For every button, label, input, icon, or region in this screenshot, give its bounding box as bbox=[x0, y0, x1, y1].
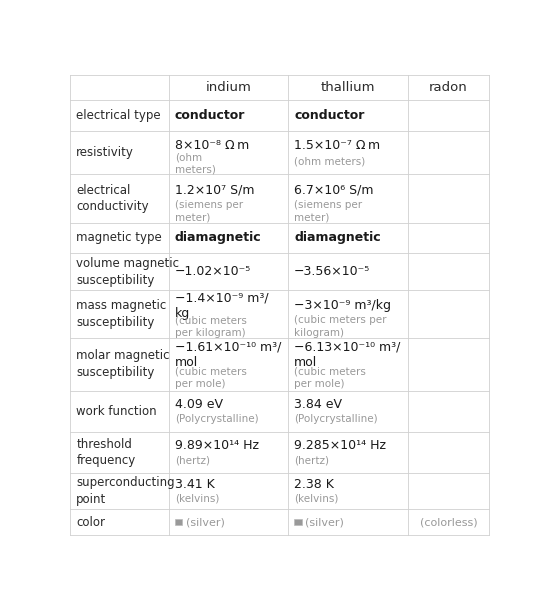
Text: molar magnetic
susceptibility: molar magnetic susceptibility bbox=[76, 349, 170, 379]
Text: (silver): (silver) bbox=[186, 517, 224, 527]
Text: indium: indium bbox=[206, 81, 252, 94]
Text: thallium: thallium bbox=[321, 81, 375, 94]
Text: 9.89×10¹⁴ Hz: 9.89×10¹⁴ Hz bbox=[175, 439, 259, 452]
Text: electrical type: electrical type bbox=[76, 109, 161, 122]
Text: (hertz): (hertz) bbox=[294, 455, 329, 466]
Text: resistivity: resistivity bbox=[76, 146, 134, 159]
Text: 4.09 eV: 4.09 eV bbox=[175, 397, 223, 411]
Text: 6.7×10⁶ S/m: 6.7×10⁶ S/m bbox=[294, 184, 373, 197]
Text: 8×10⁻⁸ Ω m: 8×10⁻⁸ Ω m bbox=[175, 138, 249, 152]
Text: (Polycrystalline): (Polycrystalline) bbox=[175, 414, 258, 425]
Text: diamagnetic: diamagnetic bbox=[294, 231, 381, 245]
Text: (kelvins): (kelvins) bbox=[294, 493, 339, 503]
Text: (cubic meters per
kilogram): (cubic meters per kilogram) bbox=[294, 315, 387, 338]
Text: 1.5×10⁻⁷ Ω m: 1.5×10⁻⁷ Ω m bbox=[294, 138, 380, 152]
Text: (siemens per
meter): (siemens per meter) bbox=[175, 200, 243, 222]
Text: (silver): (silver) bbox=[305, 517, 344, 527]
Text: threshold
frequency: threshold frequency bbox=[76, 437, 135, 467]
Text: −3.56×10⁻⁵: −3.56×10⁻⁵ bbox=[294, 265, 370, 278]
Text: −1.4×10⁻⁹ m³/
kg: −1.4×10⁻⁹ m³/ kg bbox=[175, 292, 269, 320]
Text: (hertz): (hertz) bbox=[175, 455, 210, 466]
Text: 2.38 K: 2.38 K bbox=[294, 478, 334, 491]
Text: (siemens per
meter): (siemens per meter) bbox=[294, 200, 362, 222]
Text: (cubic meters
per mole): (cubic meters per mole) bbox=[175, 367, 247, 389]
Text: (ohm
meters): (ohm meters) bbox=[175, 152, 216, 175]
Bar bbox=[175, 519, 182, 525]
Text: −1.61×10⁻¹⁰ m³/
mol: −1.61×10⁻¹⁰ m³/ mol bbox=[175, 341, 281, 370]
Text: 3.41 K: 3.41 K bbox=[175, 478, 215, 491]
Text: color: color bbox=[76, 516, 105, 528]
Text: 3.84 eV: 3.84 eV bbox=[294, 397, 342, 411]
Text: 9.285×10¹⁴ Hz: 9.285×10¹⁴ Hz bbox=[294, 439, 386, 452]
Text: (ohm meters): (ohm meters) bbox=[294, 156, 365, 166]
Text: radon: radon bbox=[429, 81, 468, 94]
Text: −3×10⁻⁹ m³/kg: −3×10⁻⁹ m³/kg bbox=[294, 300, 391, 312]
Text: magnetic type: magnetic type bbox=[76, 231, 162, 245]
Text: −1.02×10⁻⁵: −1.02×10⁻⁵ bbox=[175, 265, 251, 278]
Text: volume magnetic
susceptibility: volume magnetic susceptibility bbox=[76, 257, 179, 286]
Text: 1.2×10⁷ S/m: 1.2×10⁷ S/m bbox=[175, 184, 254, 197]
Text: (Polycrystalline): (Polycrystalline) bbox=[294, 414, 378, 425]
Text: work function: work function bbox=[76, 405, 157, 417]
Text: (kelvins): (kelvins) bbox=[175, 493, 219, 503]
Text: superconducting
point: superconducting point bbox=[76, 476, 175, 506]
Text: (cubic meters
per kilogram): (cubic meters per kilogram) bbox=[175, 315, 247, 338]
Text: electrical
conductivity: electrical conductivity bbox=[76, 184, 149, 213]
Text: conductor: conductor bbox=[175, 109, 245, 122]
Bar bbox=[294, 519, 302, 525]
Text: mass magnetic
susceptibility: mass magnetic susceptibility bbox=[76, 299, 167, 329]
Text: −6.13×10⁻¹⁰ m³/
mol: −6.13×10⁻¹⁰ m³/ mol bbox=[294, 341, 401, 370]
Text: diamagnetic: diamagnetic bbox=[175, 231, 262, 245]
Text: (colorless): (colorless) bbox=[420, 517, 477, 527]
Text: (cubic meters
per mole): (cubic meters per mole) bbox=[294, 367, 366, 389]
Text: conductor: conductor bbox=[294, 109, 365, 122]
